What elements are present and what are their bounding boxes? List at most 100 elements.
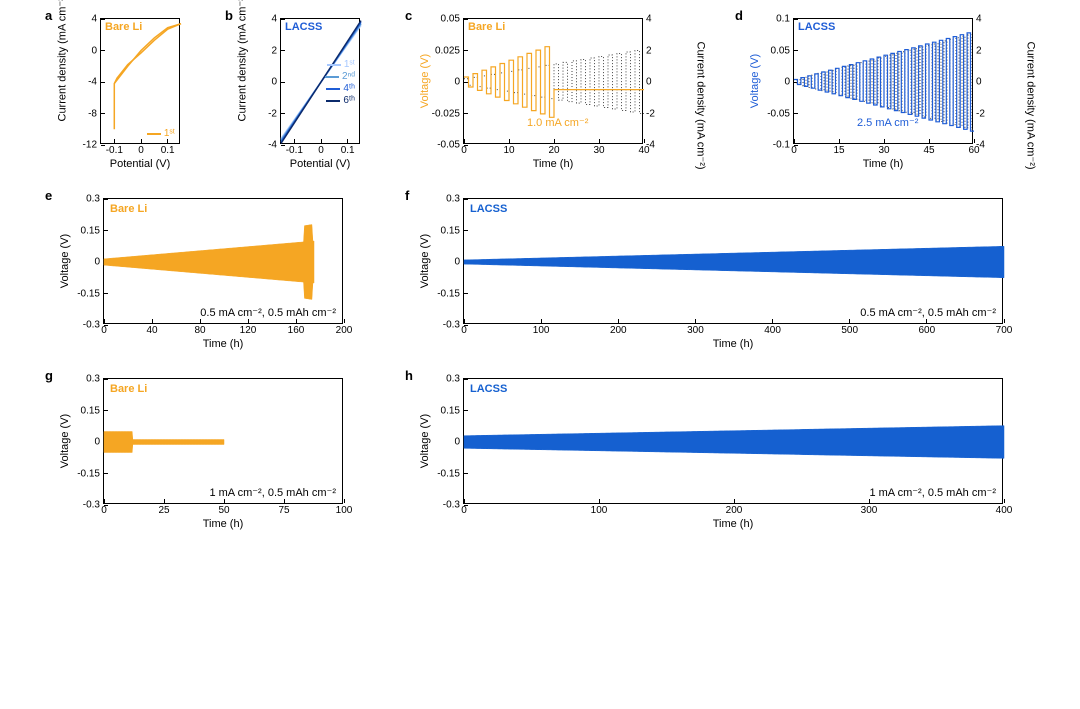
- plot-area: -4-2024-0.100.1LACSS1ˢᵗ2ⁿᵈ4ᵗʰ6ᵗʰ: [280, 18, 360, 144]
- y2tick: -4: [972, 140, 985, 151]
- series-label: Bare Li: [468, 21, 505, 33]
- xtick: 30: [878, 143, 889, 156]
- panel-label-f: f: [405, 188, 409, 203]
- ylabel: Voltage (V): [419, 41, 431, 121]
- y2tick: 2: [642, 45, 652, 56]
- series-label: LACSS: [470, 203, 507, 215]
- plot-area: -0.3-0.1500.150.30100200300400500600700L…: [463, 198, 1003, 324]
- series-label: Bare Li: [105, 21, 142, 33]
- xtick: 0: [318, 143, 324, 156]
- ytick: 0.05: [441, 14, 464, 25]
- panel-f: f-0.3-0.1500.150.30100200300400500600700…: [415, 190, 1025, 360]
- ytick: 0.3: [86, 374, 104, 385]
- ytick: 0.1: [776, 14, 794, 25]
- xtick: 0: [791, 143, 797, 156]
- y2tick: 0: [972, 77, 982, 88]
- plot-area: -0.3-0.1500.150.30100200300400LACSS1 mA …: [463, 378, 1003, 504]
- ytick: -0.15: [77, 468, 104, 479]
- xtick: 0: [461, 143, 467, 156]
- xtick: 10: [503, 143, 514, 156]
- ytick: 0.15: [441, 225, 464, 236]
- xlabel: Time (h): [463, 518, 1003, 530]
- xtick: -0.1: [106, 143, 123, 156]
- ytick: -0.15: [77, 288, 104, 299]
- ytick: 0: [94, 437, 104, 448]
- xtick: 15: [833, 143, 844, 156]
- xtick: 400: [764, 323, 781, 336]
- ytick: -0.025: [432, 108, 464, 119]
- xtick: 40: [146, 323, 157, 336]
- xtick: 200: [610, 323, 627, 336]
- legend-item: 1ˢᵗ: [147, 128, 175, 139]
- xtick: 25: [158, 503, 169, 516]
- ytick: -4: [88, 77, 101, 88]
- panel-h: h-0.3-0.1500.150.30100200300400LACSS1 mA…: [415, 370, 1025, 540]
- panel-label-c: c: [405, 8, 412, 23]
- xtick: 200: [336, 323, 353, 336]
- plot-area: -0.05-0.02500.0250.05010203040-4-2024Bar…: [463, 18, 643, 144]
- ytick: 4: [91, 14, 101, 25]
- xtick: 0: [101, 323, 107, 336]
- xlabel: Time (h): [463, 338, 1003, 350]
- xtick: 0: [461, 503, 467, 516]
- series-label: LACSS: [798, 21, 835, 33]
- ytick: -8: [88, 108, 101, 119]
- ytick: 0.15: [81, 405, 104, 416]
- xtick: 0.1: [161, 143, 175, 156]
- xlabel: Time (h): [463, 158, 643, 170]
- xtick: 0: [138, 143, 144, 156]
- ylabel-right: Current density (mA cm⁻²): [695, 42, 708, 122]
- ytick: -12: [83, 140, 101, 151]
- series-label: LACSS: [285, 21, 322, 33]
- legend-item: 2ⁿᵈ: [325, 71, 355, 82]
- xtick: 75: [278, 503, 289, 516]
- xtick: 300: [861, 503, 878, 516]
- xlabel: Time (h): [103, 518, 343, 530]
- ylabel: Voltage (V): [419, 221, 431, 301]
- xtick: 300: [687, 323, 704, 336]
- ytick: 0: [454, 77, 464, 88]
- xtick: 80: [194, 323, 205, 336]
- plot-area: -0.3-0.1500.150.304080120160200Bare Li0.…: [103, 198, 343, 324]
- xtick: -0.1: [286, 143, 303, 156]
- ytick: 2: [271, 45, 281, 56]
- ytick: 0: [454, 257, 464, 268]
- panel-d: d-0.1-0.0500.050.1015304560-4-2024LACSS2…: [745, 10, 1025, 180]
- ytick: -0.05: [767, 108, 794, 119]
- xtick: 45: [923, 143, 934, 156]
- ytick: 0.15: [81, 225, 104, 236]
- xtick: 100: [591, 503, 608, 516]
- y2tick: 0: [642, 77, 652, 88]
- y2tick: 4: [642, 14, 652, 25]
- ytick: -0.05: [437, 140, 464, 151]
- xtick: 120: [240, 323, 257, 336]
- ytick: -0.15: [437, 468, 464, 479]
- xtick: 400: [996, 503, 1013, 516]
- xtick: 500: [841, 323, 858, 336]
- ytick: 0.05: [771, 45, 794, 56]
- ylabel: Voltage (V): [419, 401, 431, 481]
- condition-label: 1 mA cm⁻², 0.5 mAh cm⁻²: [209, 486, 336, 499]
- xtick: 160: [288, 323, 305, 336]
- ylabel: Voltage (V): [59, 221, 71, 301]
- panel-label-a: a: [45, 8, 52, 23]
- panel-e: e-0.3-0.1500.150.304080120160200Bare Li0…: [55, 190, 365, 360]
- ytick: 0: [784, 77, 794, 88]
- condition-label: 1 mA cm⁻², 0.5 mAh cm⁻²: [869, 486, 996, 499]
- y2tick: 4: [972, 14, 982, 25]
- ytick: 0: [91, 45, 101, 56]
- ytick: -0.15: [437, 288, 464, 299]
- ylabel: Voltage (V): [59, 401, 71, 481]
- ytick: 0.025: [435, 45, 464, 56]
- xtick: 700: [996, 323, 1013, 336]
- annotation: 2.5 mA cm⁻²: [857, 116, 918, 129]
- panel-label-h: h: [405, 368, 413, 383]
- panel-c: c-0.05-0.02500.0250.05010203040-4-2024Ba…: [415, 10, 695, 180]
- ytick: 0.3: [446, 194, 464, 205]
- ylabel-right: Current density (mA cm⁻²): [1025, 42, 1038, 122]
- panel-label-b: b: [225, 8, 233, 23]
- y2tick: 2: [972, 45, 982, 56]
- xtick: 0: [101, 503, 107, 516]
- panel-b: b-4-2024-0.100.1LACSS1ˢᵗ2ⁿᵈ4ᵗʰ6ᵗʰPotenti…: [235, 10, 365, 180]
- legend-item: 6ᵗʰ: [326, 95, 355, 106]
